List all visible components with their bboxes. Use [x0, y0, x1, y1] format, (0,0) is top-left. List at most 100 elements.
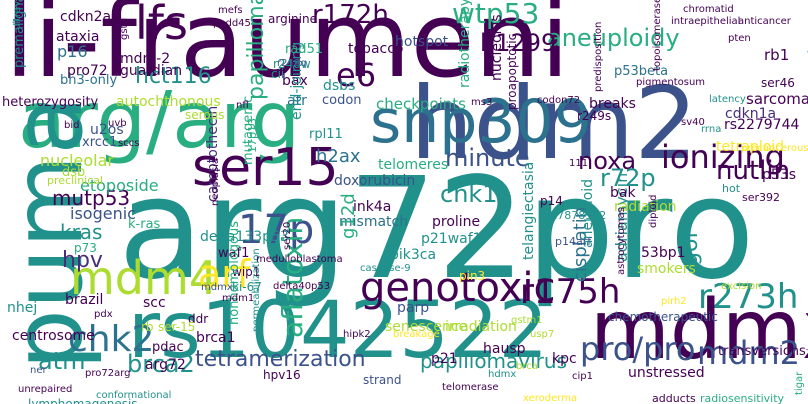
word-51: u2os	[90, 122, 124, 138]
word-26: minute	[445, 144, 530, 172]
word-73: mismatch	[339, 214, 409, 230]
word-175: chromatid	[683, 4, 734, 15]
word-77: telangiectasia	[521, 161, 537, 260]
word-142: ner	[30, 365, 47, 376]
word-110: rb1	[764, 46, 790, 64]
word-165: precancerous	[741, 143, 808, 154]
word-95: radiation	[614, 199, 677, 215]
word-159: excision	[721, 281, 762, 292]
word-72: ink4a	[353, 199, 392, 215]
word-143: adducts	[652, 392, 696, 404]
word-70: telomeres	[378, 157, 449, 173]
word-66: cdkn1a	[725, 106, 777, 122]
word-7: snp309	[370, 87, 592, 157]
word-161: hot	[722, 182, 741, 195]
word-139: conformational	[96, 390, 172, 401]
word-8: ser15	[192, 138, 339, 198]
word-63: checkpoints	[376, 95, 466, 113]
word-106: nonhomologous	[227, 220, 242, 325]
word-56: hotspot	[395, 34, 449, 50]
word-55: papilloma	[244, 0, 269, 100]
word-53: etoposide	[80, 176, 159, 195]
word-148: cip1	[572, 371, 593, 382]
word-74: proline	[432, 214, 481, 230]
word-127: rs17878362	[540, 209, 607, 222]
word-146: telomerase	[442, 382, 499, 393]
word-50: nucleolar	[40, 151, 114, 170]
word-10: genotoxic	[360, 265, 556, 311]
word-121: cii	[271, 67, 285, 81]
word-2: rs1042522	[128, 286, 549, 376]
word-192: 17p13	[246, 118, 259, 153]
word-134: preclinical	[47, 174, 104, 187]
word-119: rad51	[285, 42, 324, 57]
word-168: codon72	[537, 95, 581, 106]
word-9: lfs	[135, 0, 188, 50]
word-67: rs2279744	[724, 117, 800, 133]
word-32: chk1	[440, 180, 498, 208]
word-36: atm	[38, 347, 86, 375]
word-21: wtp53	[452, 0, 540, 30]
word-135: p73	[74, 241, 97, 255]
word-126: p14	[540, 194, 563, 208]
word-112: radiotherapy	[457, 0, 473, 88]
word-182: bid	[64, 120, 80, 131]
word-20: r172h	[312, 0, 389, 30]
word-167: sv40	[681, 117, 705, 128]
word-99: ki-67	[232, 280, 262, 294]
word-130: pin3	[459, 269, 486, 283]
word-49: heterozygosity	[2, 95, 99, 110]
word-179: ultraviolet	[12, 0, 23, 30]
word-187: tigar	[794, 371, 805, 395]
word-60: atr	[287, 93, 307, 109]
word-29: nutlin	[716, 156, 791, 186]
word-191: mdm1	[222, 293, 255, 304]
word-81: transversions	[718, 344, 806, 359]
word-190: ser20	[282, 221, 293, 250]
word-43: ataxia	[56, 29, 100, 45]
word-75: p21waf1	[421, 231, 482, 247]
word-155: medulloblastoma	[256, 254, 343, 265]
word-147: hdmx	[488, 369, 517, 380]
word-16: 17p	[238, 207, 315, 253]
word-183: nfl	[236, 100, 249, 111]
word-18: chk2	[68, 319, 155, 360]
word-144: radiosensitivity	[700, 392, 785, 404]
word-173: intraepithelial	[671, 16, 741, 27]
word-87: p21	[431, 351, 458, 367]
word-25: ionizing	[661, 138, 785, 176]
word-103: centrosome	[12, 328, 95, 344]
word-58: tobacco	[348, 41, 404, 57]
word-154: caspase-9	[360, 263, 411, 274]
word-132: k-ras	[128, 217, 161, 232]
word-194: 111	[569, 158, 589, 169]
word-128: p14arf	[555, 235, 592, 248]
word-61: dsbs	[323, 78, 356, 94]
word-94: bak	[610, 185, 636, 201]
word-22: aneuploidy	[547, 24, 680, 52]
word-46: mdm-2	[120, 51, 171, 67]
word-68: tetraploid	[716, 139, 785, 155]
word-37: brca2	[127, 350, 195, 378]
word-137: rb	[141, 320, 154, 334]
word-54: isogenic	[70, 204, 136, 223]
word-120: r248w	[273, 57, 311, 71]
word-5: mdmx	[590, 283, 808, 378]
word-162: diploid	[648, 194, 659, 229]
word-129: parp	[397, 300, 430, 316]
word-30: tetramerization	[195, 347, 366, 372]
word-153: delta40p53	[273, 281, 331, 292]
word-84: arg72	[145, 357, 186, 373]
word-52: xrcc1	[82, 135, 118, 150]
word-71: doxorubicin	[334, 173, 416, 189]
word-172: predisposition	[593, 21, 604, 92]
word-131: chemotherapeutic	[608, 310, 718, 324]
word-1: arg72pro	[118, 148, 755, 311]
word-11: mdm4	[70, 251, 219, 305]
word-138: lymphomagenesis	[28, 397, 138, 404]
word-150: breakage	[393, 329, 440, 340]
word-15: mdm2	[697, 334, 801, 372]
word-178: gsttl	[119, 17, 130, 40]
word-83: brca1	[196, 330, 236, 346]
